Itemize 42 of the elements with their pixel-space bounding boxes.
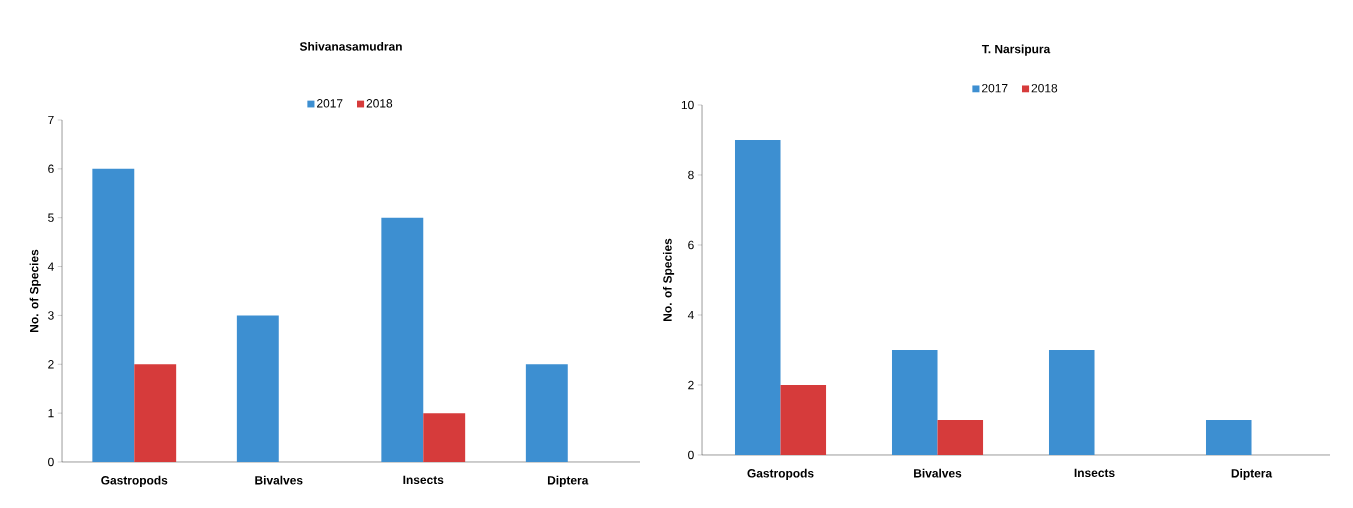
y-tick-label: 7 [48, 115, 54, 125]
bar [236, 315, 279, 462]
x-tick-label: Gastropods [747, 468, 814, 480]
y-tick-label: 1 [48, 409, 54, 418]
bar [423, 413, 466, 462]
legend-label: 2017 [982, 83, 1008, 93]
bar [937, 419, 984, 455]
y-tick-label: 8 [688, 170, 694, 180]
y-tick-label: 6 [688, 240, 694, 250]
y-tick-label: 5 [48, 213, 54, 222]
bar [1205, 419, 1252, 455]
x-tick-label: Insects [1074, 468, 1115, 478]
x-tick-label: Diptera [1231, 468, 1273, 480]
legend-label: 2018 [366, 99, 393, 108]
x-tick-label: Bivalves [914, 468, 962, 478]
y-tick-label: 10 [681, 100, 694, 110]
chart-title: T. Narsipura [981, 44, 1051, 56]
legend-label: 2018 [1031, 83, 1058, 93]
bar [381, 217, 424, 462]
bar [92, 168, 135, 462]
y-tick-label: 4 [47, 262, 54, 271]
y-tick-label: 0 [688, 450, 694, 460]
bar [1048, 349, 1095, 455]
y-axis-title: No. of Species [662, 238, 675, 321]
y-tick-label: 2 [48, 360, 54, 369]
y-axis-title: No. of Species [29, 249, 41, 332]
chart-title: Shivanasamudran [299, 41, 402, 51]
y-tick-label: 3 [48, 311, 54, 320]
y-tick-label: 0 [48, 457, 54, 467]
x-tick-label: Insects [403, 475, 444, 485]
y-tick-label: 2 [688, 380, 694, 390]
x-tick-label: Gastropods [101, 475, 168, 487]
x-tick-label: Diptera [547, 475, 589, 487]
x-tick-label: Bivalves [255, 475, 303, 485]
bar [525, 364, 568, 462]
bar [734, 139, 781, 455]
bar [891, 349, 938, 455]
bar [780, 384, 827, 455]
legend-label: 2017 [317, 99, 343, 108]
y-tick-label: 6 [48, 164, 54, 174]
bar [134, 364, 177, 462]
y-tick-label: 4 [687, 310, 694, 320]
